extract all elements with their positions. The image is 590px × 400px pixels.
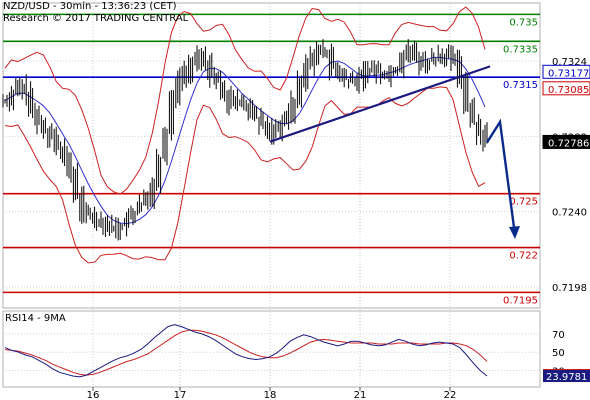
rsi-value-label: 23.9781 — [546, 372, 587, 383]
chart-title: NZD/USD - 30min - 13:36:23 (CET) — [3, 1, 177, 12]
x-tick-label: 22 — [444, 390, 457, 400]
x-tick-label: 17 — [174, 390, 187, 400]
rsi-panel-frame — [2, 310, 541, 388]
moving-average — [4, 56, 486, 225]
rsi-title: RSI14 - 9MA — [5, 313, 66, 324]
y-tick-label: 0.7240 — [552, 208, 587, 219]
level-label: 0.725 — [509, 197, 538, 208]
rsi-value-box — [543, 370, 590, 383]
x-tick-label: 21 — [354, 390, 367, 400]
price-box-label: 0.73177 — [548, 68, 589, 79]
chart-frames — [2, 2, 541, 388]
y-tick-label: 0.7324 — [552, 57, 587, 68]
level-label: 0.735 — [509, 17, 538, 28]
price-box — [542, 81, 590, 96]
level-label: 0.7315 — [503, 80, 538, 91]
bollinger-upper — [4, 6, 486, 195]
overlay-layer — [269, 65, 520, 239]
support-trendline — [269, 65, 491, 143]
price-panel-frame — [2, 2, 541, 309]
candles-layer — [2, 39, 488, 241]
bollinger-layer — [4, 6, 486, 264]
y-tick-label: 0.7198 — [552, 283, 587, 294]
levels-layer: 0.735 0.7335 0.7315 0.725 0.722 0.7195 — [3, 13, 540, 306]
axis-layer: 16171821220.73240.72820.72400.71980.7317… — [87, 57, 590, 400]
x-tick-label: 18 — [264, 390, 277, 400]
rsi-layer: RSI14 - 9MA70503025.117723.9781 — [3, 313, 590, 383]
price-box-label: 0.73085 — [548, 85, 589, 96]
rsi-tick-label: 70 — [552, 330, 565, 341]
rsi-line — [4, 324, 488, 378]
price-box-label: 0.72786 — [548, 138, 589, 149]
rsi-tick-label: 50 — [552, 348, 565, 359]
price-box — [542, 64, 590, 79]
chart-copyright: Research © 2017 TRADING CENTRAL — [3, 13, 189, 24]
forecast-arrowhead — [509, 225, 520, 239]
price-box — [542, 134, 590, 149]
forecast-arrow — [485, 118, 517, 236]
level-label: 0.7335 — [503, 44, 538, 55]
level-label: 0.7195 — [503, 295, 538, 306]
level-label: 0.722 — [509, 251, 538, 262]
x-tick-label: 16 — [87, 390, 100, 400]
bollinger-lower — [4, 86, 486, 264]
